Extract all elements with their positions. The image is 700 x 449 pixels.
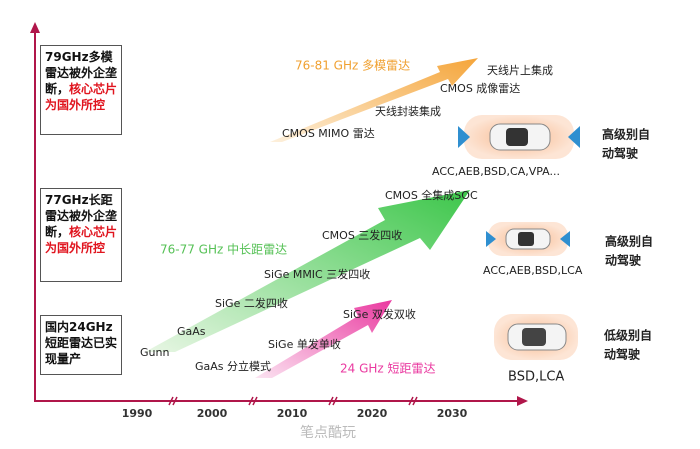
x-label: 2030 (437, 407, 468, 420)
note-box: 79GHz多模雷达被外企垄断，核心芯片为国外所控 (40, 45, 122, 135)
milestone: CMOS 成像雷达 (440, 82, 520, 95)
milestone: CMOS MIMO 雷达 (282, 127, 375, 140)
app-level: 动驾驶 (604, 347, 640, 362)
axes (30, 22, 528, 406)
app-features: ACC,AEB,BSD,CA,VPA... (432, 165, 560, 178)
track-arrow-pink (255, 300, 392, 378)
app-level: 动驾驶 (602, 146, 638, 161)
car-icon (458, 115, 580, 159)
track-title: 76-77 GHz 中长距雷达 (160, 242, 287, 257)
track-arrow-orange (270, 58, 478, 142)
app-level: 动驾驶 (605, 253, 641, 268)
track-arrow-green (145, 190, 470, 352)
track-title: 76-81 GHz 多模雷达 (295, 59, 410, 73)
car-icon (486, 222, 570, 256)
note-highlight: 核心芯片为国外所控 (45, 225, 118, 255)
milestone: SiGe 二发四收 (215, 296, 288, 310)
note-text: 77GHz长距雷达被外企垄断， (45, 193, 118, 239)
milestone: SiGe 双发双收 (343, 307, 416, 321)
milestone: CMOS 全集成SOC (385, 188, 478, 202)
app-level: 低级别自 (603, 328, 652, 343)
milestone: Gunn (140, 346, 169, 359)
track-title: 24 GHz 短距雷达 (340, 362, 436, 376)
app-features: ACC,AEB,BSD,LCA (483, 264, 583, 277)
note-highlight: 核心芯片为国外所控 (45, 82, 118, 112)
note-text: 国内24GHz短距雷达已实现量产 (45, 320, 118, 366)
x-label: 2010 (277, 407, 308, 420)
note-box: 国内24GHz短距雷达已实现量产 (40, 315, 122, 375)
app-level: 高级别自 (602, 127, 650, 142)
milestone: 天线封装集成 (375, 104, 441, 118)
x-label: 1990 (122, 407, 153, 420)
milestone: GaAs (177, 325, 206, 338)
milestone: GaAs 分立模式 (195, 359, 271, 373)
x-label: 2000 (197, 407, 228, 420)
note-text: 79GHz多模雷达被外企垄断， (45, 50, 118, 96)
watermark: 笔点酷玩 (300, 425, 356, 441)
milestone: 天线片上集成 (487, 63, 553, 77)
milestone: SiGe 单发单收 (268, 337, 341, 351)
note-box: 77GHz长距雷达被外企垄断，核心芯片为国外所控 (40, 188, 122, 282)
milestone: SiGe MMIC 三发四收 (264, 267, 370, 281)
milestone: CMOS 三发四收 (322, 228, 402, 242)
car-icon (494, 314, 578, 360)
app-level: 高级别自 (605, 234, 653, 249)
app-features: BSD,LCA (508, 370, 564, 385)
x-label: 2020 (357, 407, 388, 420)
